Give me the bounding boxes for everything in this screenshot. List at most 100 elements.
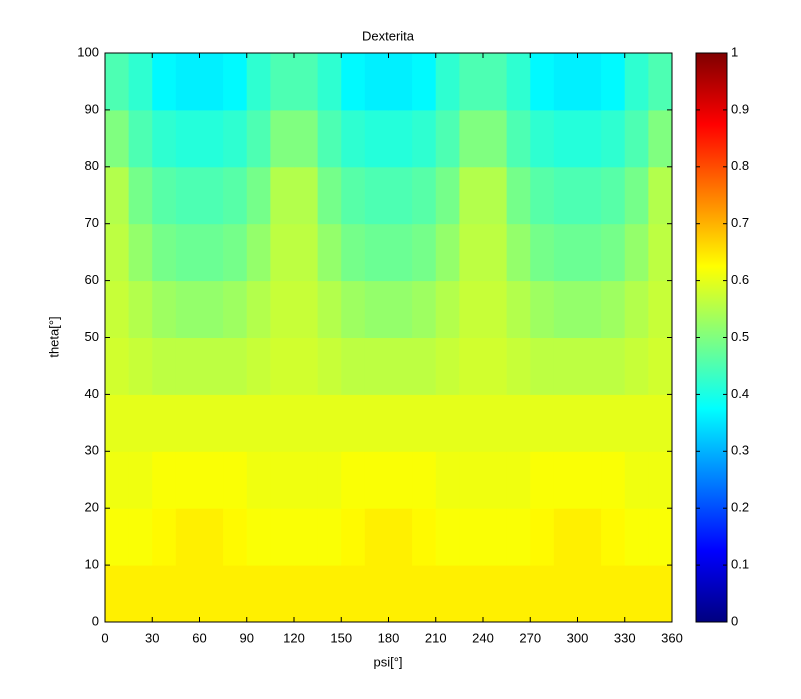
y-tick-label: 20 [85, 500, 99, 515]
heatmap-cell [530, 337, 555, 395]
heatmap-cell [601, 109, 626, 168]
heatmap-cell [105, 223, 130, 282]
colorbar-tick-label: 0 [731, 613, 738, 628]
heatmap-cell [577, 223, 602, 282]
heatmap-cell [294, 337, 319, 395]
heatmap-cell [317, 53, 342, 111]
heatmap-cell [553, 337, 578, 395]
heatmap-cell [364, 280, 389, 338]
y-tick-label: 50 [85, 329, 99, 344]
colorbar-tick-label: 0.4 [731, 386, 749, 401]
heatmap-cell [152, 223, 177, 282]
heatmap-cell [152, 565, 177, 623]
heatmap-cell [459, 394, 484, 452]
heatmap-cells [105, 53, 673, 623]
heatmap-cell [412, 223, 437, 282]
heatmap-cell [105, 166, 130, 225]
heatmap-cell [577, 565, 602, 623]
heatmap-cell [317, 394, 342, 452]
heatmap-cell [601, 565, 626, 623]
heatmap-cell [388, 565, 413, 623]
heatmap-cell [483, 337, 508, 395]
heatmap-cell [553, 508, 578, 566]
heatmap-cell [199, 565, 224, 623]
heatmap-cell [152, 337, 177, 395]
heatmap-cell [601, 53, 626, 111]
heatmap-cell [105, 53, 130, 111]
y-axis-label: theta[°] [46, 316, 61, 357]
colorbar-tick-label: 1 [731, 44, 738, 59]
heatmap-cell [364, 508, 389, 566]
heatmap-cell [175, 394, 200, 452]
heatmap-cell [128, 508, 153, 566]
heatmap-cell [175, 223, 200, 282]
heatmap-cell [175, 451, 200, 509]
heatmap-cell [648, 337, 673, 395]
heatmap-cell [364, 53, 389, 111]
heatmap-cell [341, 508, 366, 566]
heatmap-cell [152, 109, 177, 168]
heatmap-cell [388, 451, 413, 509]
y-tick-label: 10 [85, 557, 99, 572]
heatmap-cell [364, 109, 389, 168]
heatmap-cell [199, 223, 224, 282]
heatmap-cell [128, 565, 153, 623]
heatmap-cell [246, 280, 271, 338]
heatmap-cell [506, 451, 531, 509]
heatmap-cell [246, 109, 271, 168]
heatmap-cell [175, 166, 200, 225]
heatmap-cell [128, 337, 153, 395]
heatmap-cell [175, 508, 200, 566]
heatmap-cell [530, 508, 555, 566]
heatmap-cell [601, 337, 626, 395]
heatmap-cell [223, 53, 248, 111]
heatmap-cell [412, 166, 437, 225]
heatmap-cell [199, 109, 224, 168]
heatmap-cell [246, 53, 271, 111]
heatmap-cell [246, 166, 271, 225]
heatmap-cell [105, 508, 130, 566]
heatmap-cell [506, 394, 531, 452]
heatmap-cell [506, 280, 531, 338]
heatmap-cell [246, 565, 271, 623]
heatmap-cell [388, 109, 413, 168]
heatmap-cell [412, 394, 437, 452]
heatmap-cell [459, 223, 484, 282]
heatmap-cell [553, 53, 578, 111]
heatmap-cell [553, 565, 578, 623]
heatmap-cell [435, 451, 460, 509]
heatmap-cell [152, 394, 177, 452]
heatmap-cell [270, 109, 295, 168]
heatmap-cell [624, 53, 649, 111]
colorbar-tick-label: 0.6 [731, 272, 749, 287]
heatmap-cell [577, 394, 602, 452]
heatmap-cell [435, 565, 460, 623]
heatmap-cell [199, 280, 224, 338]
heatmap-cell [364, 565, 389, 623]
heatmap-cell [648, 394, 673, 452]
heatmap-cell [341, 337, 366, 395]
heatmap-cell [270, 565, 295, 623]
heatmap-cell [624, 166, 649, 225]
heatmap-cell [317, 109, 342, 168]
heatmap-cell [199, 394, 224, 452]
heatmap-cell [577, 166, 602, 225]
heatmap-cell [624, 337, 649, 395]
heatmap-cell [152, 508, 177, 566]
x-tick-label: 150 [330, 630, 352, 645]
heatmap-cell [624, 565, 649, 623]
heatmap-cell [577, 109, 602, 168]
heatmap-cell [601, 394, 626, 452]
heatmap-cell [553, 280, 578, 338]
heatmap-cell [270, 280, 295, 338]
heatmap-cell [341, 223, 366, 282]
heatmap-cell [223, 109, 248, 168]
heatmap-cell [648, 451, 673, 509]
heatmap-cell [506, 508, 531, 566]
heatmap-cell [199, 166, 224, 225]
heatmap-cell [175, 280, 200, 338]
heatmap-cell [388, 223, 413, 282]
heatmap-cell [412, 109, 437, 168]
heatmap-cell [341, 166, 366, 225]
y-tick-label: 70 [85, 215, 99, 230]
